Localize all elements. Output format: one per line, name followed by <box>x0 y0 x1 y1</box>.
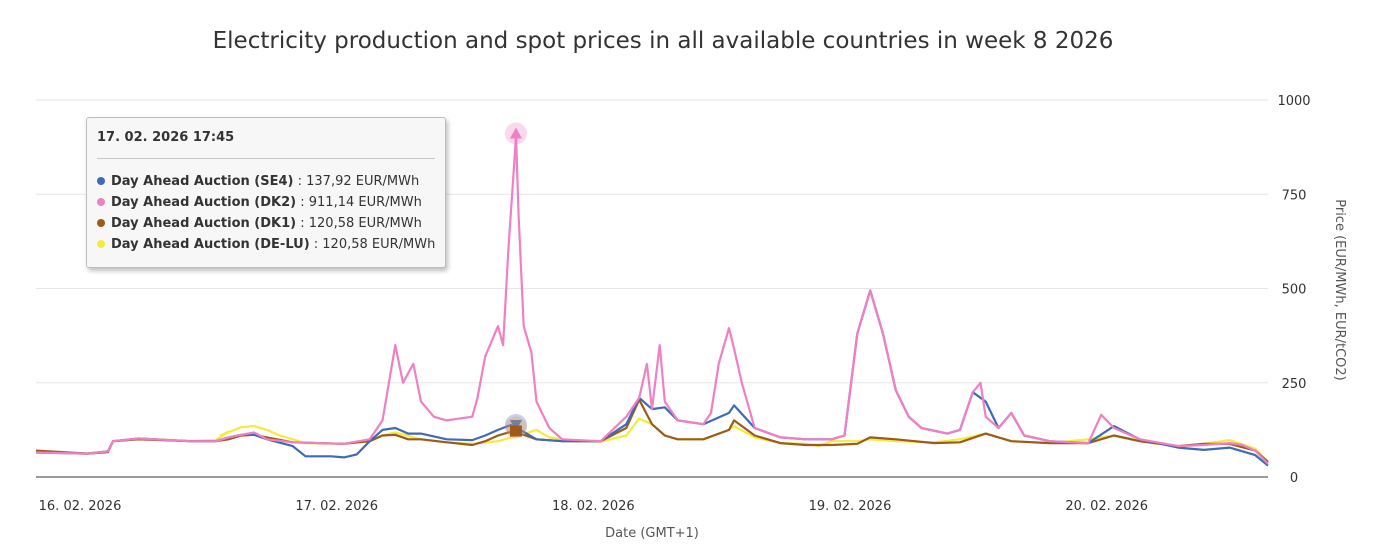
tooltip-row: Day Ahead Auction (DK1) : 120,58 EUR/MWh <box>97 213 435 234</box>
x-tick-label: 19. 02. 2026 <box>809 499 892 514</box>
series-line-day-ahead-auction-dk2[interactable] <box>35 134 1269 465</box>
x-axis-title: Date (GMT+1) <box>605 526 699 541</box>
tooltip: 17. 02. 2026 17:45 Day Ahead Auction (SE… <box>86 117 446 268</box>
tooltip-row: Day Ahead Auction (SE4) : 137,92 EUR/MWh <box>97 171 435 192</box>
series-lines[interactable] <box>35 134 1269 467</box>
tooltip-series-name: Day Ahead Auction (SE4) <box>111 174 294 189</box>
chart-title: Electricity production and spot prices i… <box>213 28 1114 54</box>
tooltip-series-value: : 120,58 EUR/MWh <box>296 216 422 231</box>
tooltip-series-name: Day Ahead Auction (DK2) <box>111 195 297 210</box>
legend-dot-icon <box>97 176 105 185</box>
tooltip-series-name: Day Ahead Auction (DK1) <box>111 216 297 231</box>
tooltip-series-value: : 137,92 EUR/MWh <box>293 174 420 189</box>
y-axis-title: Price (EUR/MWh, EUR/tCO2) <box>1332 199 1347 381</box>
x-tick-label: 20. 02. 2026 <box>1065 499 1148 514</box>
hover-marker-se4 <box>509 420 522 432</box>
x-tick-label: 17. 02. 2026 <box>295 499 378 514</box>
hover-markers <box>504 122 527 439</box>
tooltip-header: 17. 02. 2026 17:45 <box>97 130 435 159</box>
tooltip-series-name: Day Ahead Auction (DE-LU) <box>111 237 310 252</box>
tooltip-series-value: : 911,14 EUR/MWh <box>296 195 422 210</box>
tooltip-series-value: : 120,58 EUR/MWh <box>309 237 436 252</box>
legend-dot-icon <box>97 197 105 206</box>
y-tick-label: 1000 <box>1277 94 1310 109</box>
tooltip-row: Day Ahead Auction (DE-LU) : 120,58 EUR/M… <box>97 234 435 255</box>
y-tick-label: 0 <box>1290 471 1298 486</box>
y-tick-label: 250 <box>1282 377 1307 392</box>
tooltip-row: Day Ahead Auction (DK2) : 911,14 EUR/MWh <box>97 192 435 213</box>
legend-dot-icon <box>97 218 105 227</box>
y-tick-label: 750 <box>1282 188 1307 203</box>
x-axis-labels: 16. 02. 2026 17. 02. 2026 18. 02. 2026 19. … <box>39 499 1148 514</box>
legend-dot-icon <box>97 239 105 248</box>
hover-marker-dk1 <box>509 425 522 437</box>
y-tick-label: 500 <box>1282 283 1307 298</box>
hover-marker-dk2 <box>509 127 522 139</box>
x-tick-label: 18. 02. 2026 <box>552 499 635 514</box>
y-axis-labels: 0 250 500 750 1000 <box>1277 94 1310 486</box>
x-tick-label: 16. 02. 2026 <box>39 499 122 514</box>
tooltip-rows: Day Ahead Auction (SE4) : 137,92 EUR/MWh… <box>97 171 435 255</box>
